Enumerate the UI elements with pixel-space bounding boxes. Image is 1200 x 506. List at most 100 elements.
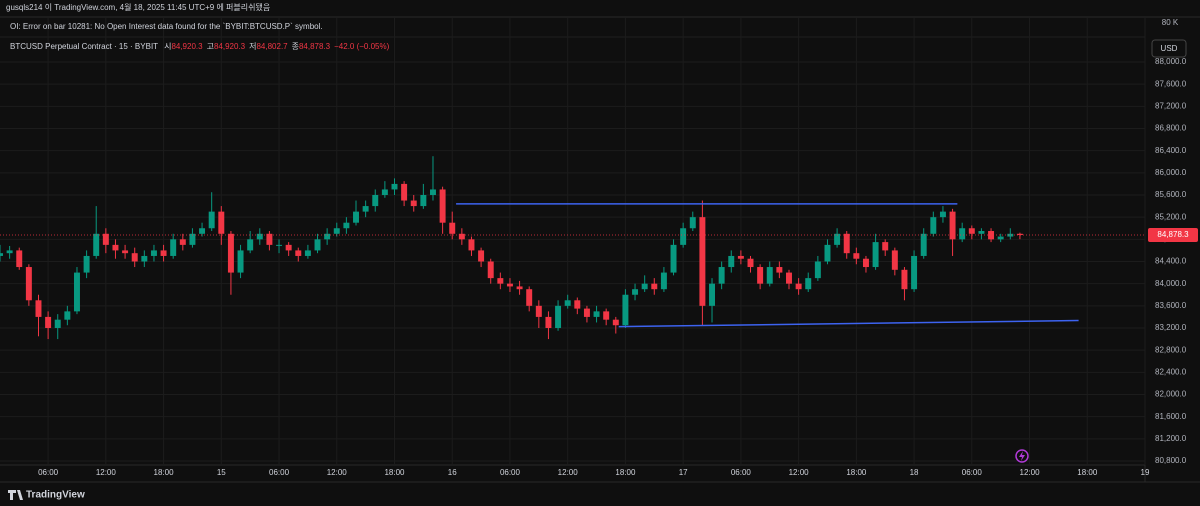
candle-body bbox=[891, 250, 898, 270]
candle-body bbox=[0, 253, 3, 256]
publish-info: gusqls214 이 TradingView.com, 4월 18, 2025… bbox=[6, 2, 270, 12]
candle-body bbox=[872, 242, 879, 268]
candle-body bbox=[718, 267, 725, 284]
candle-body bbox=[555, 305, 562, 328]
candle-body bbox=[949, 211, 956, 240]
y-tick-label: 88,000.0 bbox=[1155, 57, 1187, 66]
candle-body bbox=[814, 261, 821, 279]
candle-body bbox=[276, 244, 283, 246]
candle-body bbox=[64, 311, 71, 320]
candle-body bbox=[122, 250, 129, 254]
y-tick-label: 83,600.0 bbox=[1155, 301, 1187, 310]
candle-body bbox=[747, 258, 754, 268]
currency[interactable]: USD bbox=[1161, 44, 1178, 53]
candle-body bbox=[304, 250, 311, 256]
candle-body bbox=[102, 233, 109, 245]
candle-body bbox=[333, 228, 340, 234]
candle-body bbox=[285, 244, 292, 251]
y-tick-label: 85,600.0 bbox=[1155, 190, 1187, 199]
x-tick-label: 18:00 bbox=[615, 468, 636, 477]
candle-body bbox=[73, 272, 80, 312]
candle-body bbox=[824, 244, 831, 262]
y-tick-label: 87,600.0 bbox=[1155, 79, 1187, 88]
candle-body bbox=[237, 250, 244, 273]
x-tick-label: 16 bbox=[448, 468, 457, 477]
candle-body bbox=[535, 305, 542, 317]
candle-body bbox=[795, 283, 802, 290]
candle-body bbox=[449, 222, 456, 234]
currency-button[interactable] bbox=[1151, 39, 1187, 58]
candle-body bbox=[439, 189, 446, 223]
candle-body bbox=[545, 316, 552, 328]
candle-body bbox=[218, 211, 225, 234]
y-tick-label: 81,600.0 bbox=[1155, 412, 1187, 421]
plot bbox=[0, 156, 1145, 340]
candle-body bbox=[911, 255, 918, 290]
candle-body bbox=[420, 194, 427, 207]
x-tick-label: 12:00 bbox=[789, 468, 810, 477]
x-tick-label: 06:00 bbox=[38, 468, 59, 477]
brand-logo bbox=[8, 490, 23, 500]
y-tick-label: 81,200.0 bbox=[1155, 434, 1187, 443]
legend: BTCUSD Perpetual Contract · 15 · BYBIT 시8… bbox=[10, 42, 390, 51]
candle-body bbox=[901, 269, 908, 290]
candle-body bbox=[487, 261, 494, 279]
candle-body bbox=[920, 233, 927, 256]
candle-body bbox=[468, 239, 475, 251]
y-tick-label: 84,000.0 bbox=[1155, 279, 1187, 288]
candle-body bbox=[1016, 233, 1023, 235]
candle-body bbox=[179, 239, 186, 245]
candle-body bbox=[131, 253, 138, 262]
candle-body bbox=[583, 308, 590, 317]
candle-body bbox=[997, 236, 1004, 240]
candle-body bbox=[612, 319, 619, 326]
candle-body bbox=[939, 211, 946, 218]
candle-body bbox=[689, 217, 696, 229]
legend-key: 고 bbox=[207, 42, 214, 51]
legend-key: 종 bbox=[292, 42, 299, 51]
candle-body bbox=[497, 278, 504, 284]
legend-value: 84,920.3 bbox=[214, 42, 246, 51]
candle-body bbox=[391, 183, 398, 190]
candle-body bbox=[978, 231, 985, 234]
candle-body bbox=[632, 289, 639, 295]
x-tick-label: 12:00 bbox=[96, 468, 117, 477]
candle-body bbox=[25, 267, 32, 301]
candle-body bbox=[247, 239, 254, 251]
candle-body bbox=[381, 189, 388, 195]
y-tick-label: 82,000.0 bbox=[1155, 390, 1187, 399]
candle-body bbox=[603, 311, 610, 320]
candle-body bbox=[141, 255, 148, 262]
candle-body bbox=[862, 258, 869, 268]
candle-body bbox=[641, 283, 648, 290]
candle-body bbox=[54, 319, 61, 328]
candle-body bbox=[295, 250, 302, 256]
candle-body bbox=[150, 250, 157, 256]
y-tick-label: 87,200.0 bbox=[1155, 101, 1187, 110]
x-tick-label: 06:00 bbox=[962, 468, 983, 477]
candle-body bbox=[45, 316, 52, 328]
legend-value: 84,878.3 bbox=[299, 42, 331, 51]
candle-body bbox=[343, 222, 350, 229]
candle-body bbox=[805, 278, 812, 290]
y-tick-label: 86,400.0 bbox=[1155, 146, 1187, 155]
x-tick-label: 17 bbox=[679, 468, 688, 477]
y-tick-label: 86,000.0 bbox=[1155, 168, 1187, 177]
candle-body bbox=[526, 289, 533, 306]
candle-body bbox=[882, 242, 889, 251]
y-tick-label: 82,800.0 bbox=[1155, 345, 1187, 354]
grid bbox=[0, 17, 1146, 465]
candle-body bbox=[930, 217, 937, 234]
x-tick-label: 18 bbox=[910, 468, 919, 477]
alert-icon[interactable] bbox=[1015, 449, 1029, 463]
candle-body bbox=[372, 194, 379, 207]
candle-body bbox=[362, 206, 369, 212]
candle-body bbox=[959, 228, 966, 240]
candle-body bbox=[189, 233, 196, 245]
x-tick-label: 18:00 bbox=[846, 468, 867, 477]
y-tick-label: 85,200.0 bbox=[1155, 212, 1187, 221]
candle-body bbox=[401, 183, 408, 201]
candle-body bbox=[83, 255, 90, 273]
